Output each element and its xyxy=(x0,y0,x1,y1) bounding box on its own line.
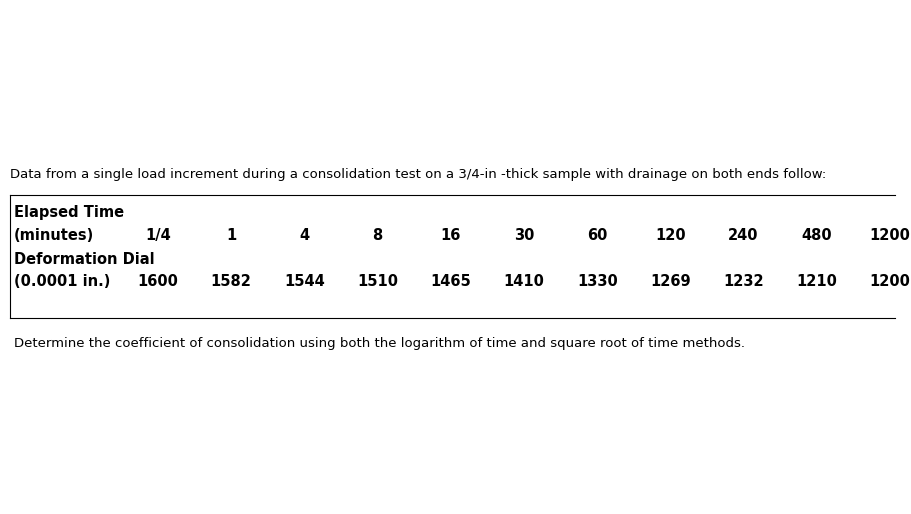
Text: 1544: 1544 xyxy=(283,274,324,289)
Text: 1410: 1410 xyxy=(503,274,544,289)
Text: 1: 1 xyxy=(226,228,236,243)
Text: Data from a single load increment during a consolidation test on a 3/4-in -thick: Data from a single load increment during… xyxy=(10,168,825,181)
Text: Elapsed Time: Elapsed Time xyxy=(14,205,124,220)
Text: 1200: 1200 xyxy=(868,228,909,243)
Text: 1330: 1330 xyxy=(576,274,617,289)
Text: 1510: 1510 xyxy=(357,274,398,289)
Text: 240: 240 xyxy=(728,228,758,243)
Text: Deformation Dial: Deformation Dial xyxy=(14,252,155,267)
Text: (minutes): (minutes) xyxy=(14,228,94,243)
Text: 30: 30 xyxy=(513,228,534,243)
Text: 60: 60 xyxy=(587,228,607,243)
Text: 120: 120 xyxy=(654,228,685,243)
Text: 8: 8 xyxy=(372,228,383,243)
Text: 1465: 1465 xyxy=(430,274,471,289)
Text: 1582: 1582 xyxy=(210,274,251,289)
Text: 480: 480 xyxy=(801,228,831,243)
Text: 1600: 1600 xyxy=(138,274,179,289)
Text: Determine the coefficient of consolidation using both the logarithm of time and : Determine the coefficient of consolidati… xyxy=(14,337,744,350)
Text: 16: 16 xyxy=(440,228,460,243)
Text: 4: 4 xyxy=(299,228,309,243)
Text: 1269: 1269 xyxy=(650,274,690,289)
Text: 1232: 1232 xyxy=(722,274,763,289)
Text: 1200: 1200 xyxy=(868,274,909,289)
Text: (0.0001 in.): (0.0001 in.) xyxy=(14,274,110,289)
Text: 1/4: 1/4 xyxy=(145,228,170,243)
Text: 1210: 1210 xyxy=(795,274,836,289)
